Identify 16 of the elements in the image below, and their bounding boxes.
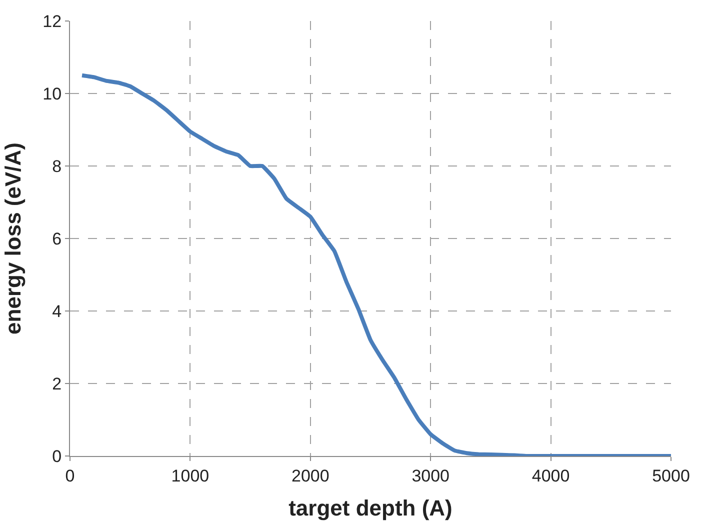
x-tick-label: 0 [65, 466, 75, 486]
x-axis-title: target depth (A) [288, 495, 452, 520]
line-series [80, 73, 671, 456]
y-axis-title: energy loss (eV/A) [0, 142, 26, 334]
y-tick-label: 0 [52, 446, 62, 466]
y-tick-label: 8 [52, 156, 62, 176]
y-tick-label: 4 [52, 302, 62, 321]
y-tick-label: 6 [52, 229, 62, 248]
x-tick-label: 1000 [171, 466, 210, 486]
x-tick-label: 3000 [412, 466, 450, 486]
x-tick-label: 4000 [532, 466, 570, 486]
y-tick-label: 10 [42, 84, 62, 104]
y-tick-label: 12 [42, 12, 62, 31]
x-tick-label: 5000 [652, 466, 690, 486]
y-tick-label: 2 [52, 374, 62, 394]
x-tick-label: 2000 [291, 466, 330, 486]
